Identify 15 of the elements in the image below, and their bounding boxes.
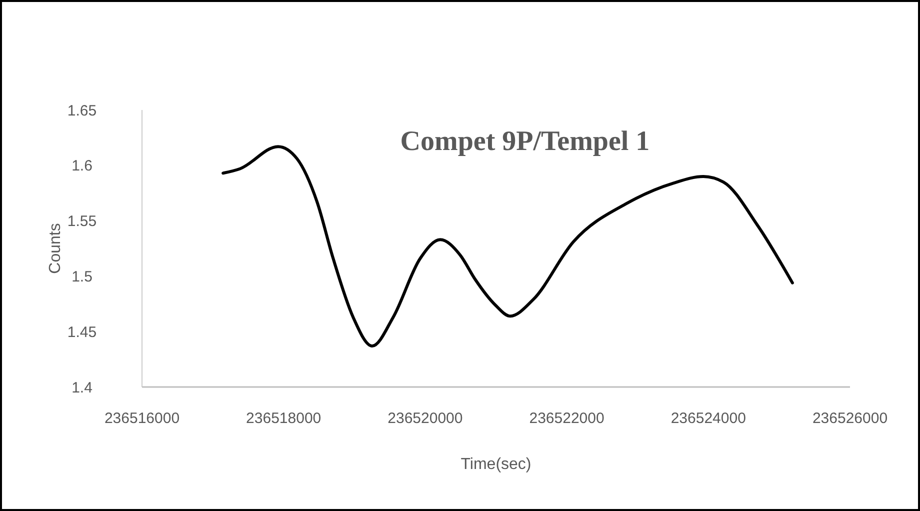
x-tick-label: 236524000 xyxy=(670,410,746,427)
y-tick-label: 1.4 xyxy=(72,379,92,396)
y-tick-label: 1.6 xyxy=(72,158,92,175)
y-tick-label: 1.65 xyxy=(67,102,97,120)
text: Compet 9P/Tempel 1 xyxy=(400,126,650,157)
x-tick-label: 236522000 xyxy=(529,410,604,427)
x-tick-label: 236526000 xyxy=(812,410,888,427)
y-axis-title: Counts xyxy=(47,223,64,274)
y-tick-label: 1.5 xyxy=(72,268,92,286)
y-tick-label: 1.45 xyxy=(67,324,97,341)
x-axis-title: Time(sec) xyxy=(460,456,532,473)
x-tick-label: 236520000 xyxy=(388,410,463,427)
y-tick-label: 1.55 xyxy=(67,213,97,230)
x-tick-label: 236518000 xyxy=(246,410,322,427)
x-tick-label: 236516000 xyxy=(104,410,180,427)
